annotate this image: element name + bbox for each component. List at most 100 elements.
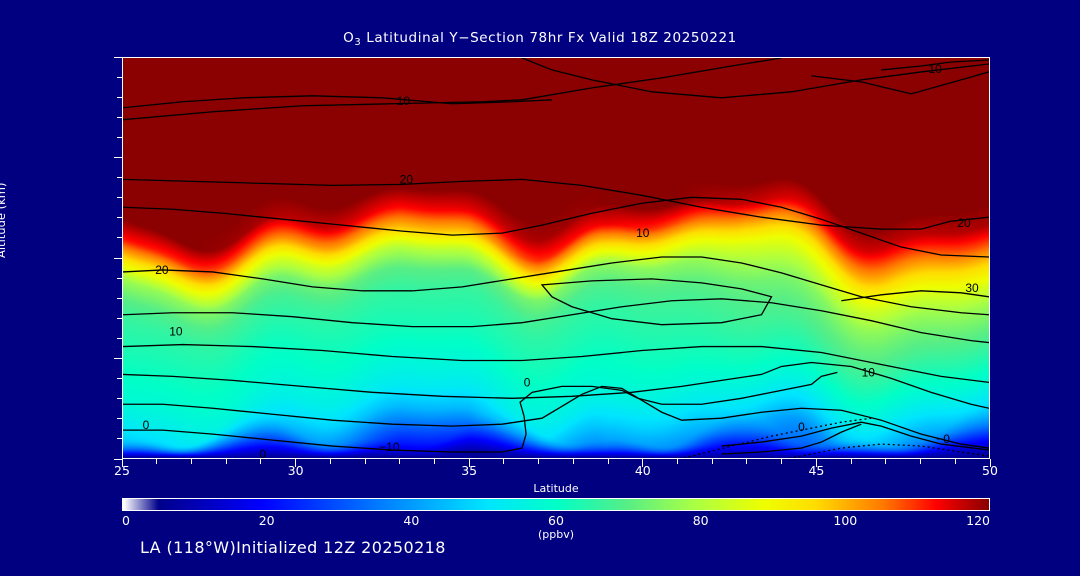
contour-plot-area[interactable]: 10 10 20 20 20 10 30 10 10 0 0 0 −10 0 −0: [122, 57, 990, 459]
contour-line: [881, 60, 989, 70]
y-axis-minor-tick: [117, 438, 122, 440]
x-axis-minor-tick: [954, 459, 956, 464]
contour-line: [293, 418, 872, 459]
contour-line-overlay: 10 10 20 20 20 10 30 10 10 0 0 0 −10 0 −0: [123, 58, 989, 458]
x-axis-label: Latitude: [533, 482, 579, 495]
y-axis-minor-tick: [117, 378, 122, 380]
title-rest: Latitudinal Y−Section 78hr Fx Valid 18Z …: [361, 30, 737, 46]
x-axis-tick-label: 25: [114, 463, 130, 478]
x-axis-tick-label: 50: [982, 463, 998, 478]
x-axis-minor-tick: [746, 459, 748, 464]
y-axis-minor-tick: [117, 96, 122, 98]
x-axis-minor-tick: [677, 459, 679, 464]
title-species-subscript: 3: [354, 37, 362, 48]
contour-label: 20: [400, 172, 414, 186]
contour-line: [811, 72, 989, 94]
y-axis-major-tick: [114, 157, 122, 158]
colorbar-tick-label: 60: [548, 513, 564, 528]
x-axis-minor-tick: [781, 459, 783, 464]
y-axis-minor-tick: [117, 337, 122, 339]
contour-line: [123, 372, 837, 452]
contour-label: 0: [259, 447, 266, 459]
x-axis-major-tick: [295, 459, 297, 467]
y-axis-minor-tick: [117, 418, 122, 420]
colorbar[interactable]: [122, 498, 990, 511]
colorbar-tick-label: 100: [833, 513, 858, 528]
y-axis-minor-tick: [117, 398, 122, 400]
contour-line: [123, 386, 989, 448]
x-axis-major-tick: [468, 459, 470, 467]
x-axis-major-tick: [989, 459, 991, 467]
field-canvas: [123, 58, 989, 458]
contour-label: 20: [957, 216, 971, 230]
x-axis-tick-label: 40: [634, 463, 651, 478]
contour-line: [323, 444, 989, 459]
shaded-ozone-field: [123, 58, 989, 458]
page-title: O3 Latitudinal Y−Section 78hr Fx Valid 1…: [0, 30, 1080, 48]
x-axis-minor-tick: [503, 459, 505, 464]
contour-label: 10: [862, 365, 876, 379]
y-axis-minor-tick: [117, 136, 122, 138]
x-axis-major-tick: [121, 459, 123, 467]
y-axis-major-tick: [114, 257, 122, 259]
x-axis-minor-tick: [329, 459, 331, 464]
contour-line: [123, 197, 989, 257]
x-axis-minor-tick: [920, 459, 922, 464]
colorbar-tick-label: 0: [122, 513, 130, 528]
contour-line: [123, 345, 989, 383]
contour-label: 0: [143, 418, 150, 432]
y-axis-label: Altitude (km): [0, 182, 8, 258]
x-axis-minor-tick: [433, 459, 435, 464]
contour-line: [123, 257, 989, 315]
colorbar-units-label: (ppbv): [537, 528, 575, 541]
y-axis-minor-tick: [117, 76, 122, 78]
contour-line: [123, 96, 552, 108]
colorbar-tick-label: 120: [966, 513, 990, 528]
contour-line: [123, 362, 989, 408]
y-axis-minor-tick: [117, 197, 122, 199]
contour-label: 10: [397, 94, 411, 108]
contour-label: −0: [936, 432, 950, 446]
contour-line: [123, 179, 989, 229]
x-axis-minor-tick: [572, 459, 574, 464]
x-axis-minor-tick: [364, 459, 366, 464]
y-axis-major-tick: [114, 56, 122, 58]
y-axis-minor-tick: [117, 217, 122, 219]
y-axis-major-tick: [114, 358, 122, 359]
contour-line: [123, 299, 989, 343]
contour-line: [722, 424, 862, 454]
y-axis-minor-tick: [117, 116, 122, 118]
contour-label: 10: [928, 62, 942, 76]
contour-label: 10: [636, 226, 650, 240]
contour-label: 30: [965, 281, 979, 295]
x-axis-minor-tick: [711, 459, 713, 464]
x-axis-minor-tick: [399, 459, 401, 464]
x-axis-minor-tick: [850, 459, 852, 464]
contour-label: 10: [169, 325, 183, 339]
y-axis-minor-tick: [117, 277, 122, 279]
contour-label: −10: [379, 440, 400, 454]
contour-label: 0: [524, 375, 531, 389]
colorbar-canvas: [123, 499, 989, 510]
contour-label: 20: [155, 263, 169, 277]
x-axis-minor-tick: [225, 459, 227, 464]
x-axis-tick-label: 45: [808, 463, 825, 478]
x-axis-minor-tick: [190, 459, 192, 464]
y-axis-major-tick: [114, 458, 122, 460]
contour-line: [722, 422, 989, 450]
colorbar-tick-label: 20: [258, 513, 275, 528]
x-axis-minor-tick: [538, 459, 540, 464]
y-axis-minor-tick: [117, 237, 122, 239]
footer-caption: LA (118°W)Initialized 12Z 20250218: [140, 538, 446, 557]
contour-line: [123, 58, 781, 120]
x-axis-tick-label: 35: [461, 463, 478, 478]
colorbar-tick-label: 40: [403, 513, 420, 528]
x-axis-minor-tick: [885, 459, 887, 464]
contour-line: [841, 291, 989, 301]
title-species: O: [343, 30, 355, 46]
x-axis-minor-tick: [260, 459, 262, 464]
x-axis-minor-tick: [156, 459, 158, 464]
y-axis-minor-tick: [117, 177, 122, 179]
x-axis-tick-label: 30: [287, 463, 304, 478]
x-axis-major-tick: [642, 459, 644, 467]
